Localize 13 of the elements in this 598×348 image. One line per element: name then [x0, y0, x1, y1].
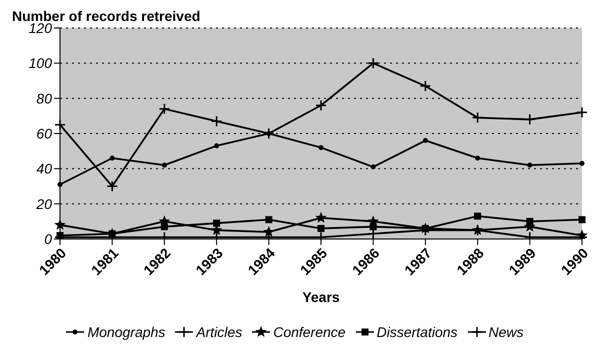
legend-label: Dissertations — [376, 324, 458, 340]
legend-label: News — [488, 324, 524, 340]
y-tick-label: 0 — [44, 230, 52, 247]
y-axis-title: Number of records retreived — [12, 8, 200, 24]
legend-label: Conference — [272, 324, 346, 340]
y-tick-label: 80 — [36, 90, 52, 106]
y-tick-label: 20 — [35, 196, 52, 212]
y-tick-label: 100 — [28, 55, 52, 72]
legend-label: Monographs — [86, 324, 166, 340]
legend-label: Articles — [194, 324, 242, 340]
y-tick-label: 40 — [36, 160, 52, 177]
x-axis-title: Years — [302, 289, 340, 305]
y-tick-label: 60 — [36, 125, 52, 142]
